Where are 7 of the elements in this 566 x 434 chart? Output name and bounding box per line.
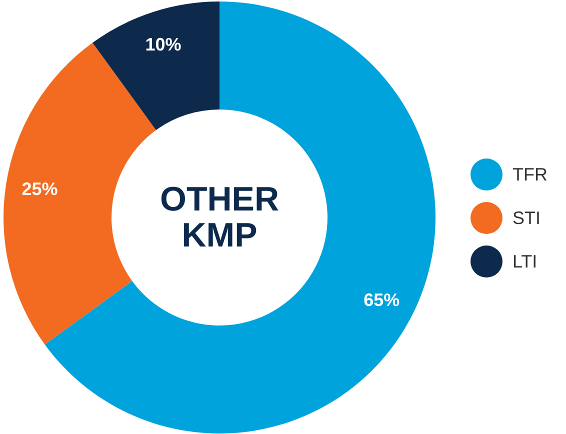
data-label: 65% — [364, 290, 400, 310]
legend-label: TFR — [512, 164, 548, 184]
data-label: 25% — [22, 179, 58, 200]
text: OTHER KMP — [160, 180, 279, 254]
legend-label: LTI — [512, 252, 538, 272]
data-label: 10% — [145, 34, 182, 54]
legend-label: STI — [512, 208, 541, 228]
